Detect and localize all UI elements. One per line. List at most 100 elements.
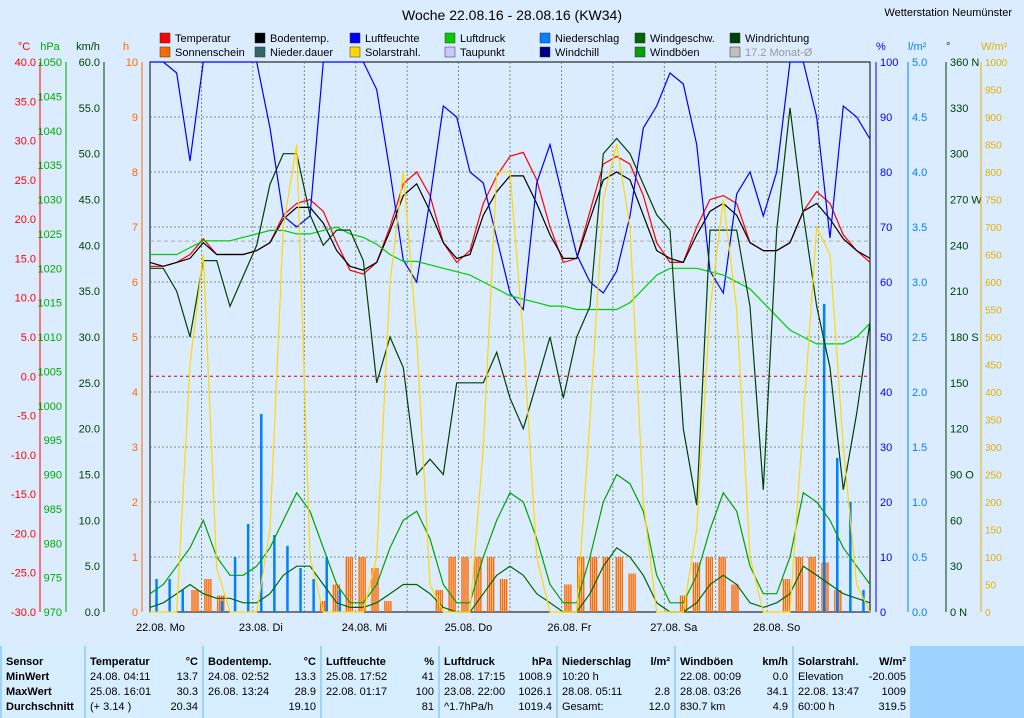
column-title: Temperatur: [90, 656, 150, 668]
right-axis-tick: 70: [880, 222, 892, 234]
stats-label: 25.08. 17:52: [326, 671, 388, 683]
left-axis-tick: -10.0: [11, 450, 36, 462]
right-axis-tick: 1.0: [912, 497, 927, 509]
stats-value: 20.34: [170, 701, 198, 713]
stats-label: 24.08. 04:11: [90, 671, 151, 683]
column-title: Windböen: [680, 656, 734, 668]
right-axis-tick: 90: [880, 112, 892, 124]
x-axis-label: 26.08. Fr: [547, 622, 591, 634]
left-axis-tick: 1005: [38, 366, 62, 378]
stats-value: -20.005: [868, 671, 906, 683]
stats-value: 81: [421, 701, 434, 713]
legend-entry: Windböen: [650, 47, 700, 59]
left-axis-tick: 25.0: [15, 175, 36, 187]
left-axis-unit: h: [123, 41, 129, 53]
left-axis-tick: 15.0: [79, 470, 100, 482]
chart-title: Woche 22.08.16 - 28.08.16 (KW34): [402, 7, 622, 23]
left-axis-tick: 1040: [38, 126, 62, 138]
column-unit: °C: [303, 656, 316, 668]
right-axis-tick: 1.5: [912, 442, 927, 454]
legend-swatch: [349, 46, 361, 58]
left-axis-tick: 20.0: [79, 424, 100, 436]
column-title: Bodentemp.: [208, 656, 272, 668]
legend-entry: 17.2 Monat-Ø: [745, 47, 813, 59]
right-axis-tick: 80: [880, 167, 892, 179]
left-axis-tick: 990: [44, 470, 62, 482]
row-label: MaxWert: [6, 686, 52, 698]
column-title: Solarstrahl.: [798, 656, 859, 668]
left-axis-tick: 35.0: [15, 96, 36, 108]
x-axis-label: 24.08. Mi: [342, 622, 387, 634]
left-axis-unit: hPa: [40, 41, 60, 53]
left-axis-tick: 995: [44, 435, 62, 447]
left-axis-tick: 1015: [38, 298, 62, 310]
stats-row: 25.08. 17:52 41: [326, 671, 434, 685]
stats-column-luftdruck: Luftdruck hPa 28.08. 17:15 1008.9 23.08. 22:…: [440, 646, 556, 718]
right-axis-tick: 900: [985, 113, 1002, 124]
column-title: Niederschlag: [562, 656, 632, 668]
x-axis-label: 28.08. So: [753, 622, 800, 634]
stats-label: 26.08. 13:24: [208, 686, 270, 698]
legend-swatch: [444, 46, 456, 58]
right-axis-tick: 500: [985, 333, 1002, 344]
stats-label: Gesamt:: [562, 701, 604, 713]
right-axis-tick: 0: [985, 608, 991, 619]
left-axis-tick: 0.0: [85, 607, 100, 619]
stats-value: 100: [415, 686, 434, 698]
left-axis-tick: 10.0: [15, 293, 36, 305]
left-axis-tick: 1050: [38, 57, 62, 69]
legend-swatch: [254, 32, 266, 44]
stats-row: 10:20 h: [562, 671, 670, 685]
stats-value: 12.0: [648, 701, 670, 713]
stats-column-temperatur: Temperatur °C 24.08. 04:11 13.7 25.08. 16:01…: [86, 646, 202, 718]
stats-column-niederschlag: Niederschlag l/m² 10:20 h 28.08. 05:11 2.8 Ge…: [558, 646, 674, 718]
left-axis-tick: 980: [44, 538, 62, 550]
right-axis-tick: 50: [985, 581, 997, 592]
right-axis-unit: %: [876, 41, 886, 53]
left-axis-tick: 970: [44, 607, 62, 619]
stats-label: 830.7 km: [680, 701, 726, 713]
right-axis-tick: 0: [880, 607, 886, 619]
legend-swatch: [634, 46, 646, 58]
stats-row: 22.08. 13:47 1009: [798, 686, 906, 700]
right-axis-tick: 360 N: [950, 57, 979, 69]
left-axis-tick: 985: [44, 504, 62, 516]
stats-value: 1026.1: [518, 686, 552, 698]
right-axis-tick: 210: [950, 286, 968, 298]
left-axis-tick: 35.0: [79, 286, 100, 298]
right-axis-tick: 90 O: [950, 470, 974, 482]
row-label: MinWert: [6, 671, 50, 683]
right-axis-tick: 300: [985, 443, 1002, 454]
legend-entry: Solarstrahl.: [365, 47, 421, 59]
right-axis-tick: 30: [950, 561, 962, 573]
right-axis-unit: °: [946, 41, 950, 53]
station-name: Wetterstation Neumünster: [884, 7, 1012, 19]
left-axis-tick: 975: [44, 573, 62, 585]
left-axis-tick: 1020: [38, 263, 62, 275]
column-unit: W/m²: [879, 656, 906, 668]
right-axis-tick: 180 S: [950, 332, 979, 344]
right-axis-tick: 600: [985, 278, 1002, 289]
stats-row: 19.10: [208, 701, 316, 715]
stats-value: 319.5: [878, 701, 906, 713]
right-axis-tick: 100: [985, 553, 1002, 564]
right-axis-tick: 150: [985, 526, 1002, 537]
series-luftfeuchte: [150, 61, 871, 312]
right-axis-tick: 50: [880, 332, 892, 344]
weather-chart: Woche 22.08.16 - 28.08.16 (KW34) Wetters…: [11, 7, 1012, 634]
right-axis-tick: 150: [950, 378, 968, 390]
column-title: Luftfeuchte: [326, 656, 386, 668]
stats-value: 41: [421, 671, 434, 683]
right-axis-unit: l/m²: [908, 41, 927, 53]
x-axis-label: 25.08. Do: [445, 622, 493, 634]
right-axis-tick: 0 N: [950, 607, 967, 619]
left-axis-tick: 30.0: [15, 136, 36, 148]
stats-row: 24.08. 04:11 13.7: [90, 671, 198, 685]
stats-row: 23.08. 22:00 1026.1: [444, 686, 552, 700]
x-axis-label: 22.08. Mo: [136, 622, 185, 634]
right-axis-tick: 60: [950, 515, 962, 527]
left-axis-tick: 1000: [38, 401, 62, 413]
stats-value: 13.7: [176, 671, 198, 683]
stats-row: 28.08. 05:11 2.8: [562, 686, 670, 700]
right-axis-tick: 700: [985, 223, 1002, 234]
